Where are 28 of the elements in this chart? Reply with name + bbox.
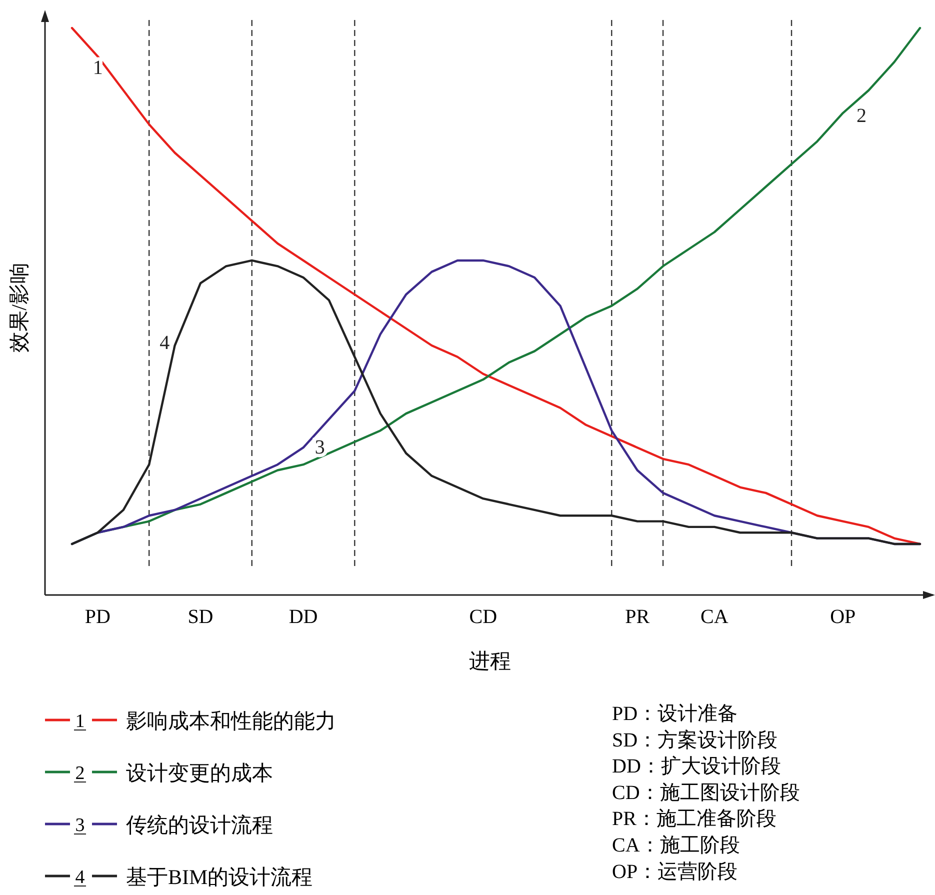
x-tick-label: PR xyxy=(625,606,650,628)
legend-label: 基于BIM的设计流程 xyxy=(126,865,313,889)
text: CD：施工图设计阶段 xyxy=(612,782,800,804)
text: 3 xyxy=(75,815,85,836)
x-tick-label: DD xyxy=(288,606,318,628)
annotation: 3 xyxy=(314,436,325,459)
x-axis-title: 进程 xyxy=(469,649,511,673)
legend-label: 设计变更的成本 xyxy=(126,761,273,785)
text: CA：施工阶段 xyxy=(612,834,740,856)
text: DD：扩大设计阶段 xyxy=(612,756,781,778)
x-tick-label: OP xyxy=(830,606,856,628)
annotation: 1 xyxy=(92,57,103,80)
annotation: 4 xyxy=(160,332,170,354)
text: 2 xyxy=(75,763,85,784)
x-tick-label: SD xyxy=(188,606,214,628)
text: SD：方案设计阶段 xyxy=(612,728,778,752)
annotation: 2 xyxy=(856,104,866,127)
y-axis-title: 效果/影响 xyxy=(7,262,31,352)
x-tick-label: CD xyxy=(469,606,498,628)
x-tick-label: PD xyxy=(84,606,110,628)
text: PD：设计准备 xyxy=(612,703,738,725)
x-tick-label: CA xyxy=(700,606,729,628)
legend-label: 传统的设计流程 xyxy=(126,813,273,837)
legend-label: 影响成本和性能的能力 xyxy=(126,709,336,733)
text: 4 xyxy=(75,867,85,888)
text: 1 xyxy=(75,711,85,732)
text: OP：运营阶段 xyxy=(612,860,738,883)
text: PR：施工准备阶段 xyxy=(612,808,776,830)
